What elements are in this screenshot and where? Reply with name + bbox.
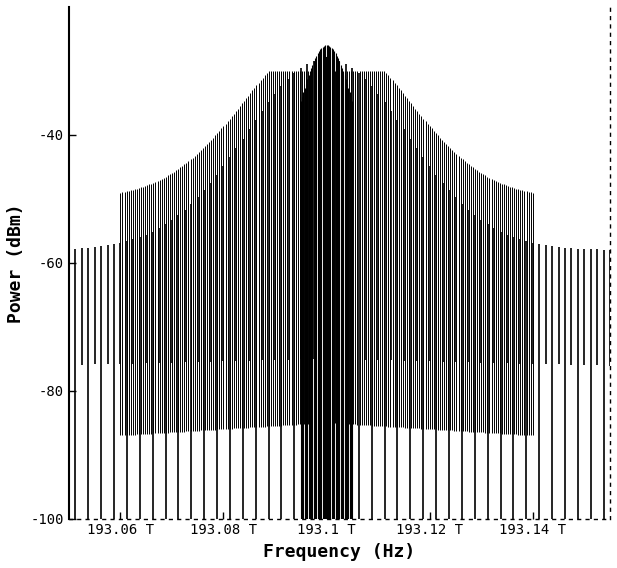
X-axis label: Frequency (Hz): Frequency (Hz) [263,543,416,561]
Y-axis label: Power (dBm): Power (dBm) [7,203,25,323]
